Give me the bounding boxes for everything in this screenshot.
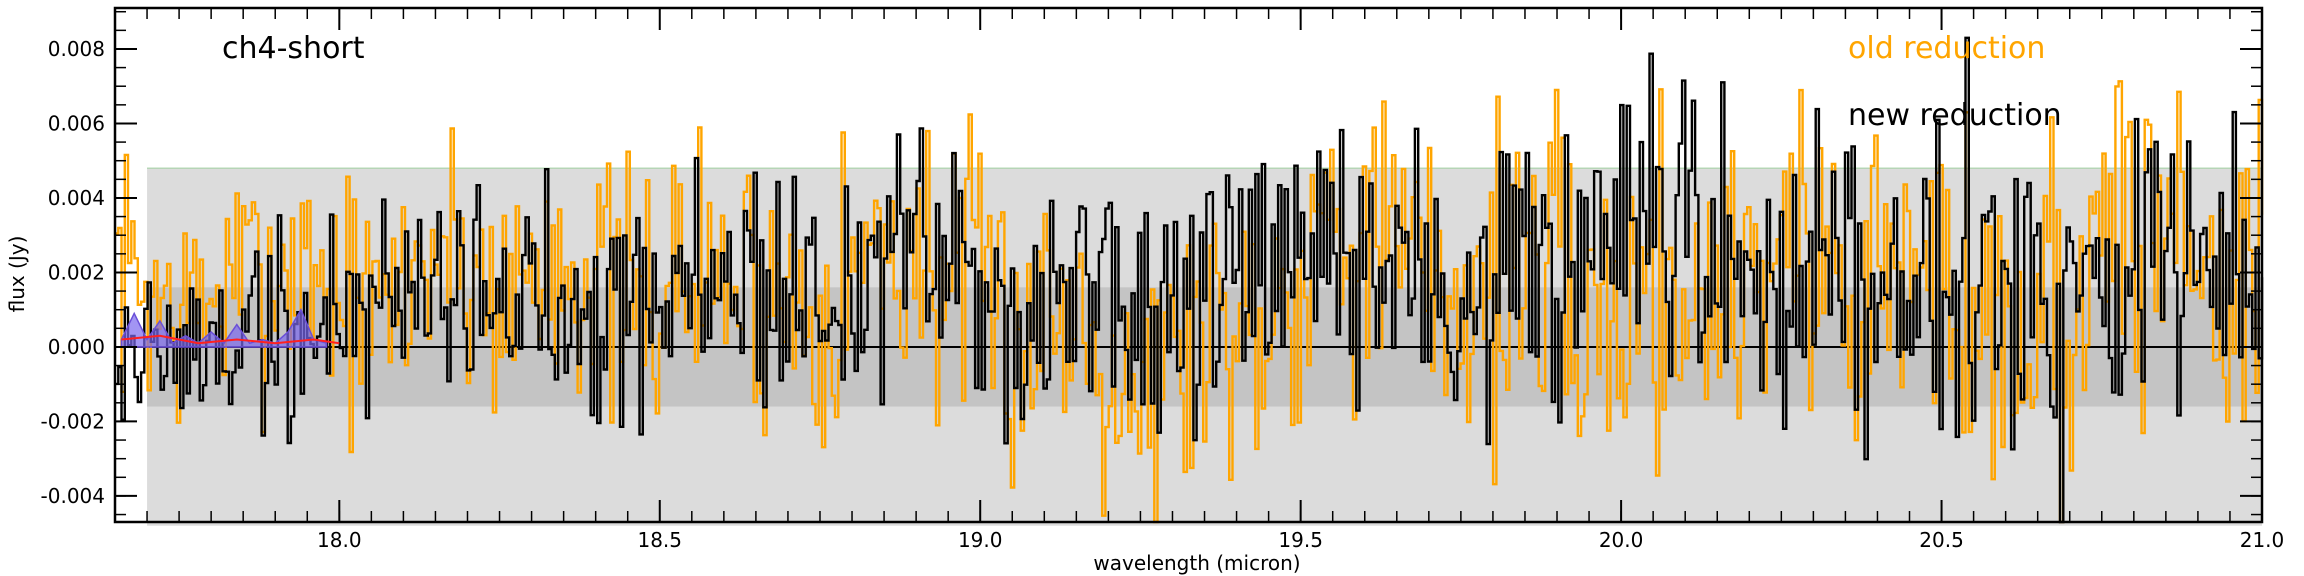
panel-label: ch4-short — [222, 31, 365, 66]
series-red-feature — [121, 334, 340, 345]
x-tick-label: 18.5 — [637, 528, 682, 552]
y-tick-label: 0.000 — [48, 335, 105, 359]
y-tick-label: 0.008 — [48, 37, 105, 61]
legend-old-reduction: old reduction — [1848, 31, 2045, 66]
y-tick-label: 0.004 — [48, 186, 105, 210]
legend-new-reduction: new reduction — [1848, 98, 2062, 133]
y-axis-label: flux (Jy) — [5, 236, 29, 313]
x-tick-label: 18.0 — [317, 528, 362, 552]
x-tick-label: 20.5 — [1919, 528, 1964, 552]
plot-frame — [113, 6, 2264, 524]
y-tick-label: -0.004 — [41, 484, 105, 508]
x-axis-label: wavelength (micron) — [1093, 551, 1300, 575]
x-tick-label: 20.0 — [1599, 528, 1644, 552]
axes: 18.0 18.5 19.0 19.5 20.0 20.5 21.0 -0.004 -0.002… — [41, 6, 2285, 552]
x-tick-label: 21.0 — [2240, 528, 2285, 552]
y-tick-label: 0.006 — [48, 111, 105, 135]
y-tick-label: 0.002 — [48, 260, 105, 284]
series-group — [115, 36, 2264, 524]
series-new-reduction — [115, 36, 2264, 524]
x-tick-label: 19.5 — [1278, 528, 1323, 552]
y-tick-label: -0.002 — [41, 409, 105, 433]
x-tick-label: 19.0 — [958, 528, 1003, 552]
